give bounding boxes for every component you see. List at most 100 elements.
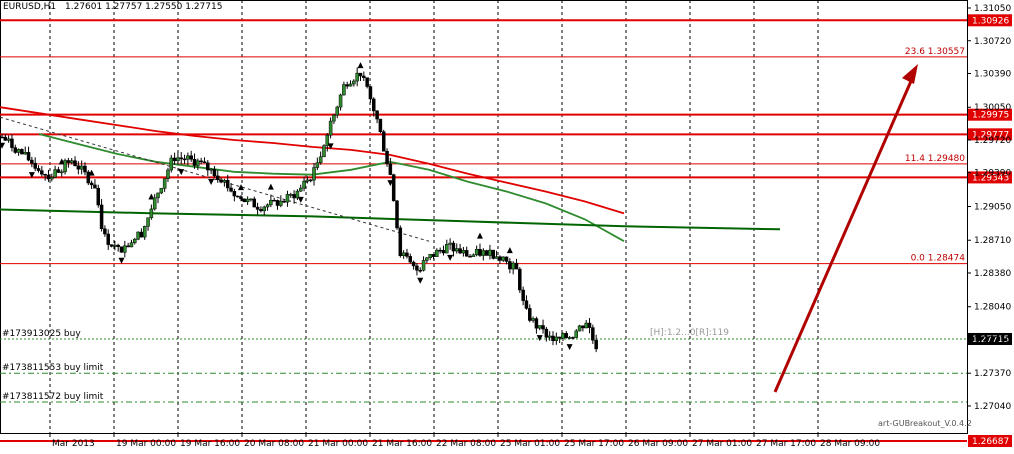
candle-body [574,330,578,338]
candle-body [172,157,177,162]
candle-body [106,233,110,245]
candle-body [591,327,595,341]
candle-body [292,194,296,199]
candle-body [298,187,303,192]
trend-line [0,116,430,242]
candle-body [199,160,203,163]
candle-body [408,256,413,263]
candle-body [56,169,61,173]
candle-body [541,325,545,330]
candle-body [242,198,247,203]
y-tick-label: 1.27370 [974,369,1011,379]
fractal-arrow-icon [178,169,185,176]
candle-body [335,106,340,116]
y-tick-label: 1.29050 [974,202,1011,212]
fractal-arrow-icon [357,62,364,69]
price-badge [968,108,1012,121]
x-tick-label: 26 Mar 09:00 [628,439,688,449]
candle-body [302,180,306,189]
candle-body [385,150,389,164]
candle-body [222,179,227,183]
candle-body [418,269,422,272]
projection-arrow-head-icon [902,64,918,84]
candle-body [116,244,120,247]
candle-body [564,333,569,338]
candle-body [445,244,449,254]
candle-body [212,168,217,177]
candle-body [571,337,575,339]
candle-body [269,199,273,206]
candle-body [33,162,37,169]
candle-body [235,195,240,198]
candle-body [411,261,416,267]
candle-body [59,171,64,174]
candle-body [46,174,51,180]
candle-body [328,120,333,136]
symbol-label: EURUSD,H1 [3,2,57,12]
candle-body [425,257,429,261]
price-badge [968,14,1012,27]
candle-body [468,256,472,258]
y-tick-label: 1.27040 [974,402,1011,412]
candle-body [255,206,260,210]
candle-body [50,176,54,180]
y-tick-label: 1.29390 [974,169,1011,179]
candle-body [345,84,349,87]
candle-body [537,325,542,329]
candle-body [209,168,213,171]
candle-body [581,325,585,329]
candle-body [186,155,190,160]
x-tick-label: 25 Mar 01:00 [500,439,560,449]
candle-body [119,246,124,253]
candle-body [182,158,187,161]
candle-body [498,256,502,261]
fractal-arrow-icon [267,183,274,190]
candle-body [282,200,286,203]
candle-body [249,198,253,201]
candle-body [554,336,559,341]
candle-body [474,248,479,256]
price-badge-label: 1.26687 [972,437,1009,447]
candle-body [381,131,386,152]
candle-body [259,209,263,212]
candle-body [491,249,496,259]
y-tick-label: 1.30390 [974,70,1011,80]
candle-body [518,268,522,291]
x-tick-label: 20 Mar 08:00 [244,439,304,449]
y-tick-label: 1.27710 [974,335,1011,345]
candle-body [275,200,280,206]
price-overlay-text: [H]:1.2...0[R]:119 [650,328,729,338]
candle-body [325,134,330,146]
candle-body [79,165,84,170]
candle-body [528,308,532,321]
candle-body [86,171,91,184]
candle-body [348,83,353,87]
candle-body [584,322,588,329]
y-tick-label: 1.30050 [974,103,1011,113]
candle-body [441,250,446,254]
candle-body [43,173,47,176]
candle-body [179,157,183,160]
candle-body [63,160,67,173]
price-badge [968,128,1012,141]
candle-body [216,175,220,181]
candle-body [511,262,515,270]
candle-body [83,165,87,173]
candle-body [66,160,71,163]
candle-body [285,194,290,203]
candle-body [551,335,555,341]
candle-body [6,138,11,141]
price-badge-label: 1.29777 [972,130,1009,140]
x-tick-label: 19 Mar 16:00 [180,439,240,449]
candle-body [13,147,18,153]
price-badge [968,171,1012,184]
y-tick-label: 1.28710 [974,236,1011,246]
candle-body [169,157,174,171]
fibonacci-level-label: 23.6 1.30557 [905,47,965,57]
candle-body [20,149,24,155]
price-badge-label: 1.29975 [972,111,1009,121]
candle-body [126,245,130,248]
candle-body [521,289,525,301]
